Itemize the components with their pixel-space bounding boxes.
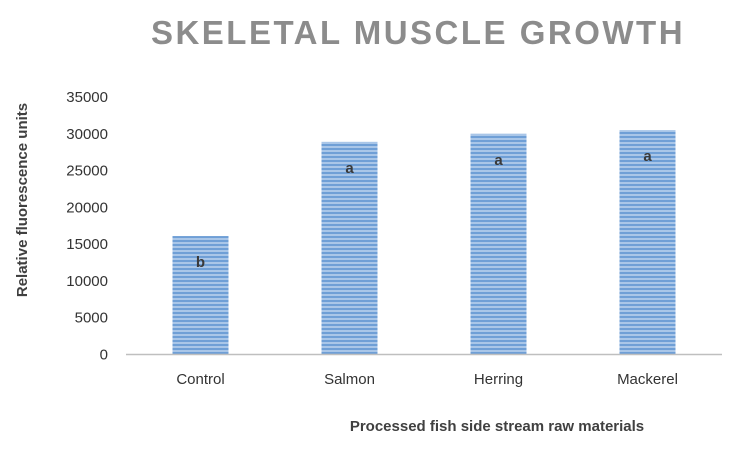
significance-label: b — [196, 254, 205, 271]
y-tick-label: 20000 — [66, 199, 108, 216]
significance-label: a — [494, 152, 503, 169]
x-tick-label: Control — [176, 371, 224, 388]
y-tick-label: 25000 — [66, 163, 108, 180]
bar-series — [172, 130, 676, 355]
significance-label: a — [345, 160, 354, 177]
y-tick-label: 5000 — [75, 310, 108, 327]
significance-labels: b a a a — [196, 148, 652, 271]
x-tick-label: Mackerel — [617, 371, 678, 388]
bar-herring — [470, 133, 527, 355]
x-axis-title: Processed fish side stream raw materials — [350, 418, 644, 435]
y-axis-ticks: 0 5000 10000 15000 20000 25000 30000 35000 — [66, 89, 108, 364]
y-tick-label: 10000 — [66, 273, 108, 290]
x-tick-label: Herring — [474, 371, 523, 388]
y-tick-label: 35000 — [66, 89, 108, 106]
y-tick-label: 30000 — [66, 126, 108, 143]
bar-salmon — [321, 141, 378, 355]
x-tick-label: Salmon — [324, 371, 375, 388]
bar-control — [172, 236, 229, 355]
y-tick-label: 0 — [100, 347, 108, 364]
x-axis-ticks: Control Salmon Herring Mackerel — [176, 371, 678, 388]
y-tick-label: 15000 — [66, 236, 108, 253]
significance-label: a — [643, 148, 652, 165]
y-axis-title: Relative fluorescence units — [14, 103, 31, 297]
chart-title: SKELETAL MUSCLE GROWTH — [151, 14, 685, 51]
bar-mackerel — [619, 130, 676, 355]
